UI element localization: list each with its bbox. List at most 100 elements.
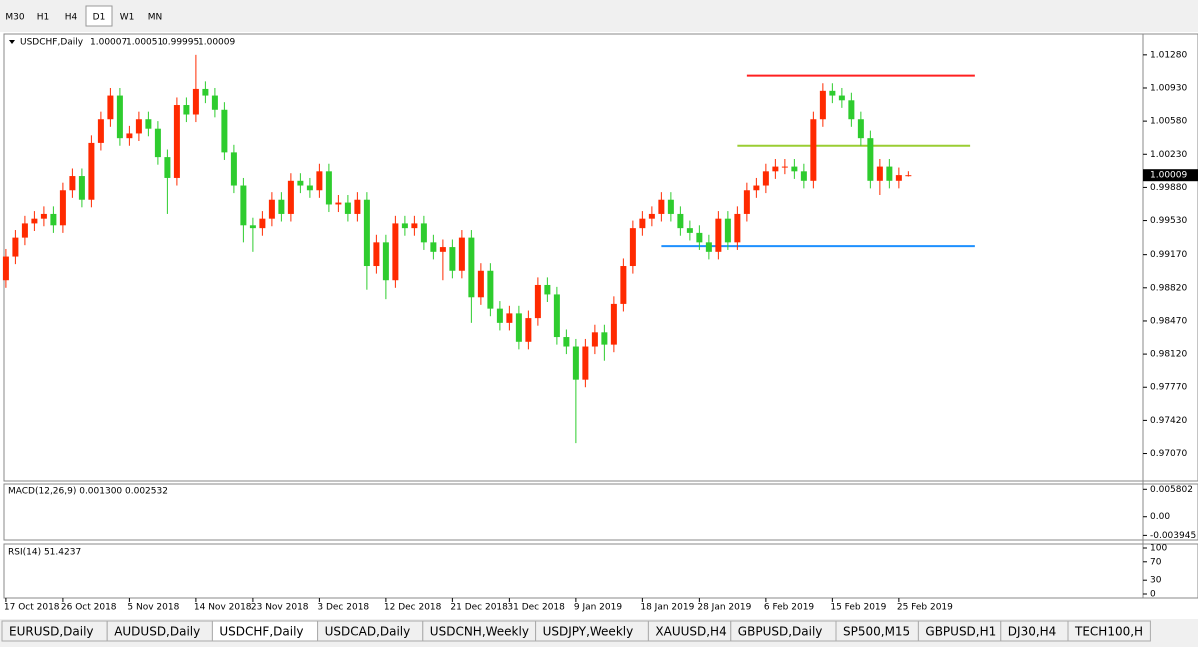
timeframe-button[interactable] <box>30 6 56 26</box>
candle-body <box>477 270 484 298</box>
current-price-box <box>1143 169 1198 182</box>
candle-body <box>202 88 209 96</box>
candle-body <box>230 152 237 186</box>
candle-body <box>21 223 28 238</box>
candle-body <box>639 218 646 229</box>
chart-title: USDCHF,Daily <box>20 38 84 48</box>
candle-body <box>325 171 332 205</box>
candle-body <box>667 199 674 214</box>
candle-body <box>59 190 66 226</box>
y-tick-label: 1.00230 <box>1150 150 1187 160</box>
candle-body <box>458 237 465 271</box>
timeframe-button[interactable] <box>85 5 113 27</box>
x-tick-label: 14 Nov 2018 <box>194 603 252 613</box>
chart-tab[interactable] <box>1067 620 1151 642</box>
candle-body <box>2 256 9 281</box>
candle-body <box>468 237 475 298</box>
candle-body <box>487 270 494 309</box>
candle-body <box>126 133 133 139</box>
rsi-pane <box>3 543 1198 599</box>
candle-body <box>40 213 47 219</box>
timeframe-button[interactable] <box>2 6 28 26</box>
timeframe-button[interactable] <box>114 6 140 26</box>
candle-body <box>50 213 57 226</box>
candle-body <box>116 95 123 139</box>
x-tick-label: 25 Feb 2019 <box>897 603 953 613</box>
candle-body <box>183 105 190 115</box>
y-tick-label: 0 <box>1150 590 1156 600</box>
y-tick-label: -0.003945 <box>1150 531 1196 541</box>
x-tick-label: 26 Oct 2018 <box>61 603 117 613</box>
y-tick-label: 30 <box>1150 576 1162 586</box>
candle-body <box>838 95 845 101</box>
x-tick-label: 6 Feb 2019 <box>764 603 815 613</box>
candle-body <box>88 142 95 200</box>
timeframe-label: H1 <box>37 13 50 23</box>
candle-body <box>610 303 617 345</box>
chart-tab-label: GBPUSD,Daily <box>738 625 823 639</box>
candle-body <box>829 90 836 96</box>
x-tick-label: 5 Nov 2018 <box>127 603 179 613</box>
candle-body <box>420 223 427 243</box>
x-tick-label: 3 Dec 2018 <box>317 603 369 613</box>
y-tick-label: 0.97420 <box>1150 416 1187 426</box>
candle-body <box>164 157 171 178</box>
y-tick-label: 0.005802 <box>1150 485 1193 495</box>
pane-menu-icon[interactable] <box>9 40 15 44</box>
timeframe-label: W1 <box>120 13 135 23</box>
candle-body <box>553 294 560 338</box>
candle-body <box>335 202 342 205</box>
y-tick-label: 0.98820 <box>1150 283 1187 293</box>
candle-body <box>525 318 532 342</box>
x-tick-label: 15 Feb 2019 <box>830 603 886 613</box>
chart-tab-label: AUDUSD,Daily <box>114 625 200 639</box>
chart-tab-label: USDCNH,Weekly <box>430 625 529 639</box>
candle-body <box>724 218 731 243</box>
timeframe-label: M30 <box>5 13 24 23</box>
x-tick-label: 18 Jan 2019 <box>640 603 694 613</box>
candle-body <box>430 242 437 252</box>
candle-body <box>297 180 304 186</box>
candle-body <box>515 313 522 342</box>
candle-body <box>259 218 266 229</box>
y-tick-label: 70 <box>1150 557 1162 567</box>
candle-body <box>354 199 361 214</box>
chart-tab-label: USDJPY,Weekly <box>543 625 634 639</box>
x-tick-label: 9 Jan 2019 <box>574 603 622 613</box>
candle-body <box>392 223 399 281</box>
chart-tab-label: USDCHF,Daily <box>219 625 303 639</box>
macd-pane <box>3 483 1198 541</box>
candle-body <box>249 225 256 229</box>
candle-body <box>791 166 798 172</box>
candle-body <box>772 166 779 172</box>
candle-body <box>268 199 275 219</box>
candle-body <box>69 176 76 191</box>
candle-body <box>800 171 807 181</box>
timeframe-button[interactable] <box>142 6 168 26</box>
x-tick-label: 21 Dec 2018 <box>450 603 508 613</box>
candle-body <box>439 247 446 252</box>
candle-body <box>876 166 883 181</box>
candle-body <box>534 284 541 319</box>
candle-body <box>496 308 503 323</box>
x-tick-label: 17 Oct 2018 <box>4 603 60 613</box>
y-tick-label: 1.01280 <box>1150 50 1187 60</box>
candle-body <box>31 218 38 224</box>
chart-tab-label: SP500,M15 <box>843 625 910 639</box>
candle-body <box>278 199 285 214</box>
candle-body <box>819 90 826 120</box>
main-pane <box>3 33 1198 482</box>
candle-body <box>715 218 722 252</box>
y-tick-label: 0.98120 <box>1150 350 1187 360</box>
candle-body <box>154 128 161 158</box>
candle-body <box>734 213 741 243</box>
candle-body <box>506 313 513 323</box>
timeframe-button[interactable] <box>58 6 84 26</box>
y-tick-label: 1.00930 <box>1150 83 1187 93</box>
candle-body <box>173 105 180 178</box>
y-tick-label: 0.97070 <box>1150 449 1187 459</box>
y-tick-label: 0.99170 <box>1150 250 1187 260</box>
candle-body <box>696 232 703 243</box>
